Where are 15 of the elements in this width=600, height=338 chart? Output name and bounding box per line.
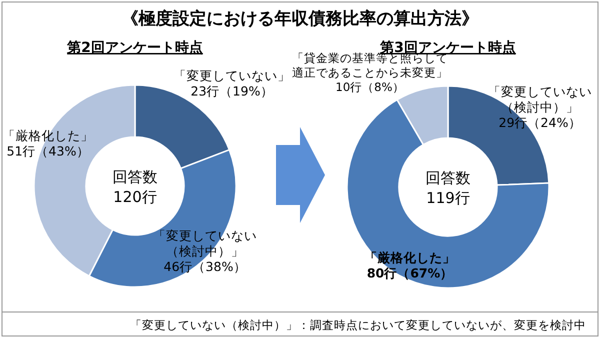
data-label: 46行（38%） xyxy=(164,259,246,274)
text: 「変更していない（検討中）」：調査時点において変更していないが、変更を検討中 xyxy=(130,318,586,332)
data-label: 10行（8%） xyxy=(336,80,404,94)
chart-title: 第2回アンケート時点 xyxy=(66,40,203,56)
slice-label: 「厳格化した」 xyxy=(364,250,456,265)
slice-label: 「変更していない」 xyxy=(174,68,290,83)
data-label: 80行（67%） xyxy=(366,266,454,280)
text: 回答数 119行 xyxy=(426,169,470,207)
text: 回答数 120行 xyxy=(112,168,158,206)
text: 《極度設定における年収債務比率の算出方法》 xyxy=(122,9,478,29)
data-label: 29行（24%） xyxy=(498,115,582,130)
slice-label: 「変更していない（検討中）」 xyxy=(488,84,592,114)
slice-label: 「厳格化した」 xyxy=(2,128,94,143)
data-label: 51行（43%） xyxy=(6,144,90,158)
data-label: 23行（19%） xyxy=(190,84,274,98)
